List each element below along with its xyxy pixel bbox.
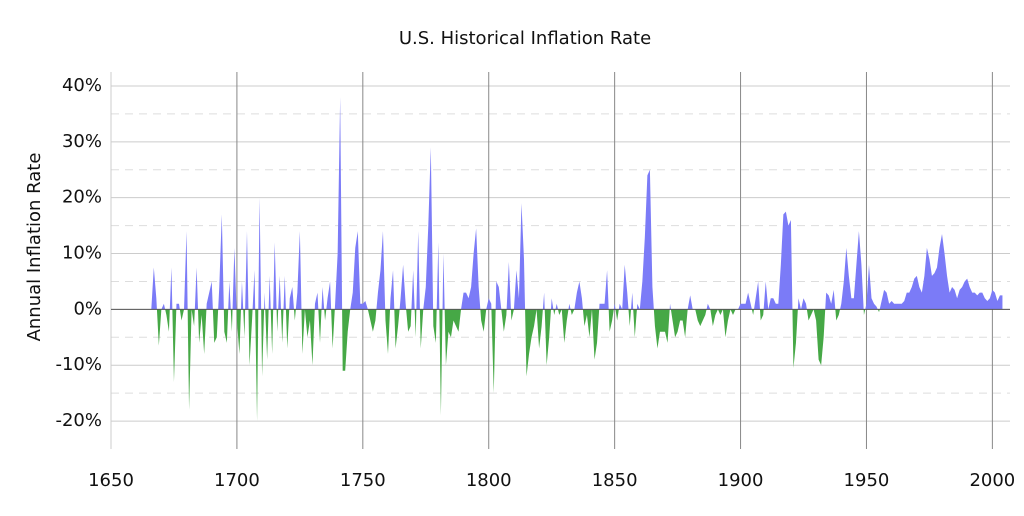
x-tick-label: 2000 [969,470,1015,491]
y-tick-label: -10% [55,354,102,375]
y-tick-label: 0% [73,298,102,319]
x-tick-label: 1650 [88,470,134,491]
y-tick-label: 10% [62,243,102,264]
x-tick-label: 1850 [592,470,638,491]
x-tick-label: 1950 [844,470,890,491]
x-tick-label: 1750 [340,470,386,491]
x-tick-label: 1900 [718,470,764,491]
y-tick-label: 40% [62,75,102,96]
y-tick-label: 30% [62,131,102,152]
y-axis-label: Annual Inflation Rate [24,153,45,342]
x-tick-label: 1700 [214,470,260,491]
y-tick-label: -20% [55,410,102,431]
chart-title: U.S. Historical Inflation Rate [399,28,651,49]
inflation-area [151,97,1003,422]
x-tick-label: 1800 [466,470,512,491]
y-tick-label: 20% [62,187,102,208]
